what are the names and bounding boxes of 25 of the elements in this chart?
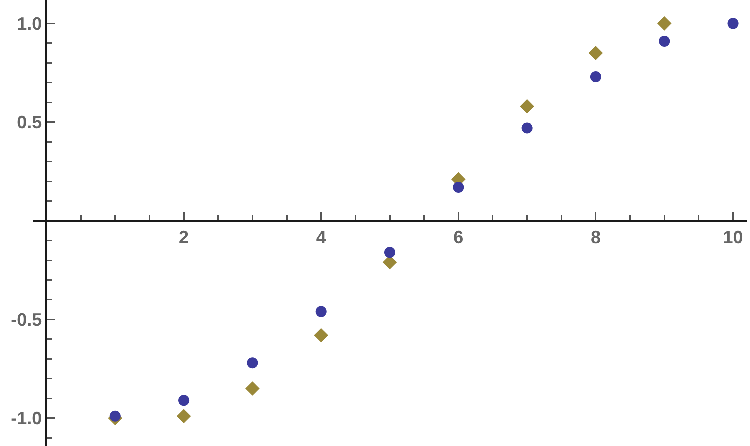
- point: [590, 71, 602, 82]
- point: [659, 36, 670, 47]
- y-tick-label: -0.5: [11, 310, 42, 330]
- point: [588, 46, 604, 60]
- point: [520, 99, 534, 114]
- point: [178, 395, 190, 406]
- x-tick-label: 10: [723, 228, 744, 248]
- point: [110, 410, 121, 422]
- y-tick-label: 1.0: [17, 14, 42, 34]
- point: [316, 306, 327, 318]
- point: [728, 18, 739, 30]
- x-tick-label: 8: [590, 228, 601, 248]
- x-tick-label: 4: [316, 228, 326, 248]
- point: [657, 16, 672, 31]
- point: [453, 182, 464, 193]
- point: [247, 358, 258, 369]
- point: [522, 122, 533, 134]
- point: [314, 328, 328, 343]
- x-tick-label: 6: [454, 228, 464, 248]
- y-tick-label: -1.0: [11, 408, 42, 429]
- y-tick-label: 0.5: [17, 112, 42, 133]
- x-tick-label: 2: [179, 228, 190, 248]
- point: [384, 247, 396, 258]
- point: [246, 382, 260, 396]
- point: [176, 409, 192, 424]
